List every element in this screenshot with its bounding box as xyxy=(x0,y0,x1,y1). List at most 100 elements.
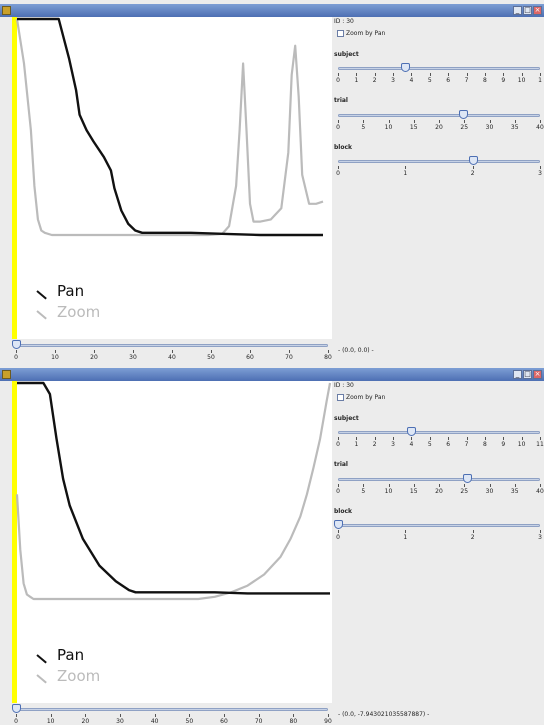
slider-tick xyxy=(489,484,491,487)
zoom-by-pan-checkbox[interactable] xyxy=(337,30,344,37)
slider-tick-label: 9 xyxy=(501,77,506,84)
subject-slider[interactable]: 0 1 2 3 4 5 6 7 8 9 10 1 xyxy=(334,63,544,85)
slider-tick-label: 80 xyxy=(289,718,298,725)
slider-tick-label: 15 xyxy=(409,488,418,495)
slider-tick xyxy=(250,350,251,353)
slider-tick xyxy=(484,73,486,76)
slider-tick-label: 3 xyxy=(538,534,542,541)
slider-tick xyxy=(411,73,413,76)
slider-tick xyxy=(514,484,516,487)
slider-tick xyxy=(439,120,440,123)
slider-tick-label: 80 xyxy=(324,354,332,361)
subject-label: subject xyxy=(334,415,359,422)
block-slider[interactable]: 0 1 2 3 xyxy=(334,156,544,178)
slider-track[interactable] xyxy=(16,708,328,711)
slider-thumb[interactable] xyxy=(12,704,21,713)
x-range-slider[interactable]: 0 10 20 30 40 50 60 70 80 xyxy=(12,340,332,361)
slider-tick-label: 5 xyxy=(427,77,432,84)
slider-tick-label: 30 xyxy=(129,354,137,361)
slider-track[interactable] xyxy=(338,114,540,117)
slider-tick xyxy=(472,530,474,533)
slider-thumb[interactable] xyxy=(334,520,343,529)
slider-thumb[interactable] xyxy=(469,156,479,165)
subject-slider[interactable]: 0 1 2 3 4 5 6 7 8 9 10 11 xyxy=(334,427,544,449)
trial-slider[interactable]: 0 5 10 15 20 25 30 35 40 xyxy=(334,110,544,132)
slider-tick xyxy=(521,73,523,76)
control-panel: ID : 30 Zoom by Pan subject 0 1 2 3 4 5 6 7 8 9 10… xyxy=(334,17,544,337)
slider-thumb[interactable] xyxy=(400,63,410,72)
series-line-zoom xyxy=(15,382,332,601)
slider-tick xyxy=(405,166,407,169)
block-slider[interactable]: 0 1 2 3 xyxy=(334,520,544,542)
slider-tick xyxy=(503,73,505,76)
slider-tick xyxy=(133,350,134,353)
slider-tick xyxy=(466,73,468,76)
legend-zoom-label: Zoom xyxy=(57,303,101,321)
slider-tick-label: 60 xyxy=(246,354,254,361)
slider-thumb[interactable] xyxy=(12,340,21,349)
slider-tick xyxy=(464,484,466,487)
slider-tick xyxy=(388,120,390,123)
slider-tick-label: 40 xyxy=(150,718,159,725)
slider-tick-label: 70 xyxy=(254,718,263,725)
slider-tick-label: 35 xyxy=(510,124,519,131)
slider-tick-label: 50 xyxy=(185,718,194,725)
slider-tick xyxy=(429,437,431,440)
slider-tick xyxy=(472,166,474,169)
close-button[interactable]: × xyxy=(533,370,542,379)
plot-area[interactable] xyxy=(12,17,332,339)
slider-track[interactable] xyxy=(338,67,540,70)
slider-tick-label: 1 xyxy=(538,77,542,84)
slider-tick xyxy=(16,350,17,353)
x-range-slider[interactable]: 0 10 20 30 40 50 60 70 80 90 xyxy=(12,704,332,725)
slider-thumb[interactable] xyxy=(459,110,469,119)
slider-tick-label: 8 xyxy=(482,441,487,448)
slider-track[interactable] xyxy=(338,524,540,527)
slider-tick xyxy=(85,714,87,717)
slider-tick xyxy=(120,714,121,717)
slider-tick-label: 1 xyxy=(354,77,359,84)
slider-tick xyxy=(464,120,466,123)
slider-tick xyxy=(540,166,541,169)
slider-track[interactable] xyxy=(338,431,540,434)
legend-pan-line-icon xyxy=(36,290,47,300)
slider-track[interactable] xyxy=(16,344,328,347)
legend-zoom-line-icon xyxy=(36,674,47,684)
zoom-by-pan-checkbox[interactable] xyxy=(337,394,344,401)
minimize-button[interactable]: _ xyxy=(513,370,522,379)
slider-tick xyxy=(328,714,329,717)
zoom-by-pan-label: Zoom by Pan xyxy=(346,30,386,37)
close-button[interactable]: × xyxy=(533,6,542,15)
maximize-button[interactable]: □ xyxy=(523,370,532,379)
slider-tick xyxy=(405,530,407,533)
coordinate-readout: - (0.0, -7.943021035587887) - xyxy=(338,711,430,718)
plot-area[interactable] xyxy=(12,381,332,703)
slider-thumb[interactable] xyxy=(406,427,416,436)
slider-track[interactable] xyxy=(338,478,540,481)
zoom-by-pan-label: Zoom by Pan xyxy=(346,394,386,401)
slider-tick xyxy=(258,714,260,717)
minimize-button[interactable]: _ xyxy=(513,6,522,15)
maximize-button[interactable]: □ xyxy=(523,6,532,15)
trial-label: trial xyxy=(334,97,348,104)
slider-tick-label: 40 xyxy=(536,124,544,131)
slider-tick-label: 20 xyxy=(90,354,98,361)
slider-tick-label: 2 xyxy=(470,534,475,541)
title-bar[interactable]: _ □ × xyxy=(0,4,544,17)
slider-track[interactable] xyxy=(338,160,540,163)
control-panel: ID : 30 Zoom by Pan subject 0 1 2 3 4 5 6 7 8 9 10… xyxy=(334,381,544,701)
slider-tick-label: 3 xyxy=(538,170,542,177)
slider-tick-label: 25 xyxy=(460,488,469,495)
coordinate-readout: - (0.0, 0.0) - xyxy=(338,347,374,354)
line-chart xyxy=(15,381,332,601)
slider-tick-label: 30 xyxy=(485,488,494,495)
slider-tick-label: 2 xyxy=(372,77,377,84)
slider-tick xyxy=(540,120,541,123)
slider-tick xyxy=(466,437,468,440)
slider-thumb[interactable] xyxy=(463,474,473,483)
slider-tick xyxy=(448,73,450,76)
trial-slider[interactable]: 0 5 10 15 20 25 30 35 40 xyxy=(334,474,544,496)
title-bar[interactable]: _ □ × xyxy=(0,368,544,381)
slider-tick xyxy=(172,350,173,353)
slider-tick xyxy=(540,73,541,76)
